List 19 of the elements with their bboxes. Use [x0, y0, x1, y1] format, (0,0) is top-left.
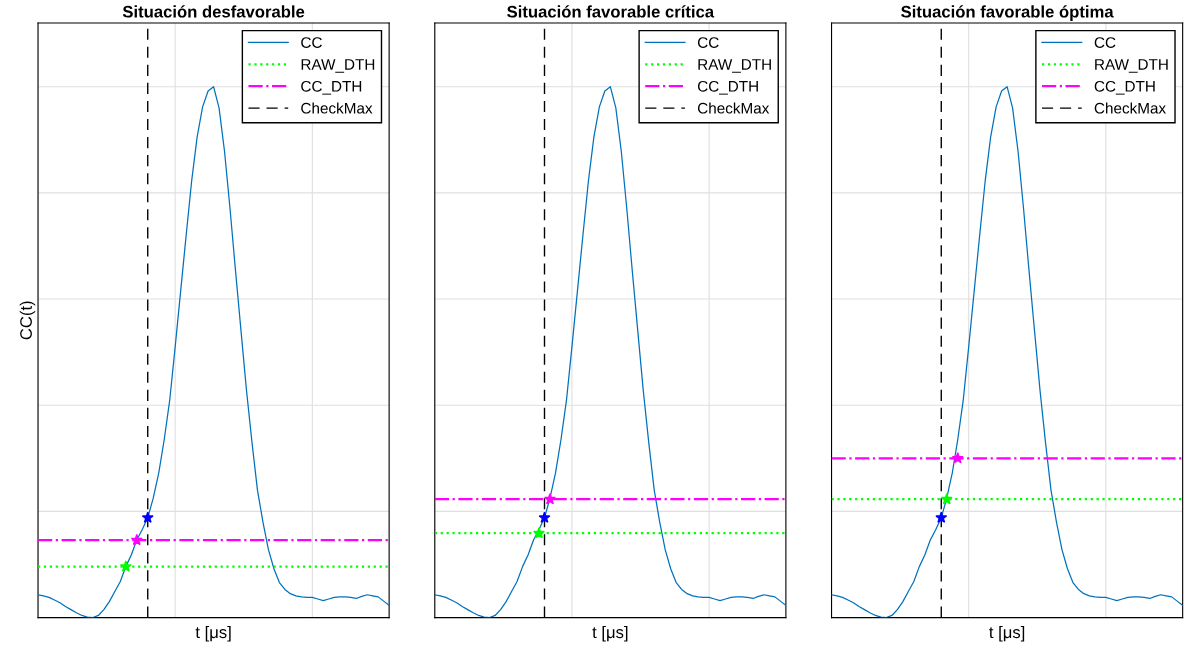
legend-label: CC: [697, 37, 719, 48]
legend-label: CC: [301, 37, 322, 48]
x-axis-title: t [μs]: [195, 625, 231, 642]
legend-label: CC: [1094, 37, 1116, 48]
legend-label: RAW_DTH: [698, 59, 771, 73]
text: CheckMax: [697, 102, 770, 114]
legend-label: CC_DTH: [301, 80, 362, 95]
legend-label: CC_DTH: [1094, 80, 1155, 95]
chart-title: Situación desfavorable: [122, 5, 305, 18]
chart-title: Situación favorable crítica: [507, 5, 715, 18]
legend-label: CC_DTH: [697, 80, 758, 95]
text: CheckMax: [1094, 102, 1166, 114]
x-axis-title: t [μs]: [592, 625, 628, 642]
chart-title: Situación favorable óptima: [901, 5, 1114, 21]
legend-label: RAW_DTH: [301, 59, 375, 73]
legend-label: RAW_DTH: [1095, 59, 1168, 73]
x-axis-title: t [μs]: [989, 625, 1025, 642]
y-axis-title: CC(t): [19, 301, 36, 340]
text: CheckMax: [301, 102, 373, 114]
